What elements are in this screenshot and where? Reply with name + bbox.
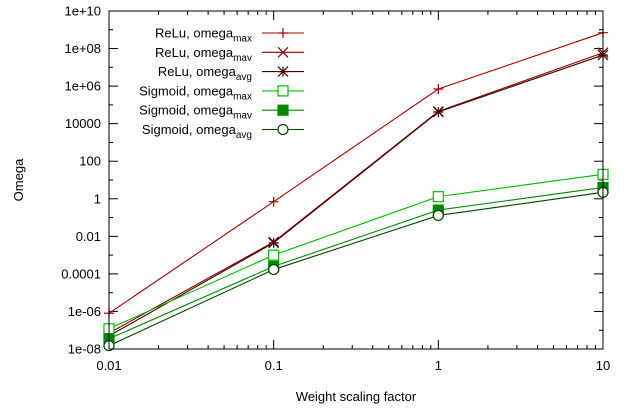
data-point-marker [277,123,289,136]
y-tick-label: 1e-06 [68,304,101,319]
y-tick-label: 0.01 [76,229,101,244]
legend-entry-label: Sigmoid, omegamax [139,83,252,102]
data-point-marker [432,106,444,118]
tick-labels: 0.01 0.1 1 10 1e-08 1e-06 0.0001 0.01 1 100 10000 1… [61,4,610,374]
legend-entry-label: Sigmoid, omegaavg [142,122,252,141]
data-point-marker [432,209,444,222]
y-tick-label: 1e+06 [64,79,101,94]
y-tick-label: 1 [94,191,101,206]
series-line-0 [108,32,604,314]
legend-entry-label: ReLu, omegamav [155,45,252,64]
data-point-marker [433,84,444,95]
data-point-marker [268,249,280,261]
plot-frame [108,10,604,350]
y-tick-label: 1e+10 [64,4,101,19]
y-tick-label: 100 [79,154,101,169]
y-tick-label: 10000 [65,116,101,131]
data-point-marker [277,85,289,97]
x-axis-title: Weight scaling factor [296,389,417,404]
legend-entry-label: Sigmoid, omegamav [139,103,252,122]
y-tick-label: 1e-08 [68,342,101,357]
legend-entry-label: ReLu, omegamax [155,26,252,45]
series-lines [108,32,604,347]
x-tick-label: 0.01 [96,358,121,373]
legend-entry-label: ReLu, omegaavg [158,64,252,83]
data-point-marker [268,196,279,207]
series-line-3 [108,173,604,330]
data-point-marker [432,191,444,203]
x-tick-label: 0.1 [265,358,283,373]
y-axis-title: Omega [11,158,26,201]
data-point-marker [277,104,289,116]
x-tick-label: 1 [435,358,442,373]
data-point-marker [278,28,288,38]
data-point-marker [268,237,280,249]
x-tick-label: 10 [596,358,610,373]
series-line-2 [108,54,604,337]
series-line-1 [108,52,604,334]
y-tick-label: 1e+08 [64,41,101,56]
data-point-marker [277,46,289,58]
data-point-marker [268,263,280,276]
axis-ticks [108,10,604,350]
data-point-marker [277,66,289,78]
series-line-4 [108,186,604,340]
y-tick-label: 0.0001 [61,266,101,281]
series-line-5 [108,191,604,347]
